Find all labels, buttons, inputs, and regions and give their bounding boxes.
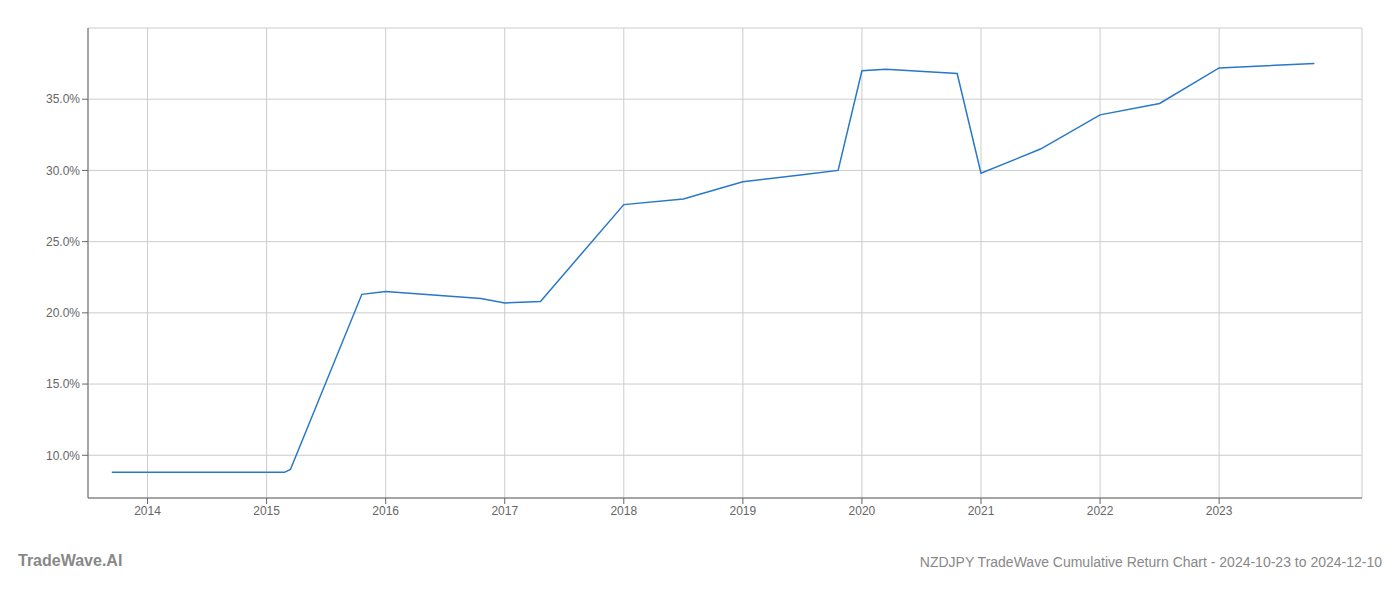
- svg-text:30.0%: 30.0%: [46, 164, 80, 178]
- html-text:TradeWave.AI: TradeWave.AI: [18, 552, 123, 569]
- svg-text:2015: 2015: [253, 504, 280, 518]
- svg-text:2022: 2022: [1087, 504, 1114, 518]
- svg-text:2020: 2020: [849, 504, 876, 518]
- svg-text:35.0%: 35.0%: [46, 92, 80, 106]
- svg-text:2019: 2019: [730, 504, 757, 518]
- svg-text:25.0%: 25.0%: [46, 235, 80, 249]
- svg-text:2017: 2017: [491, 504, 518, 518]
- svg-text:2014: 2014: [134, 504, 161, 518]
- svg-text:10.0%: 10.0%: [46, 449, 80, 463]
- svg-text:2016: 2016: [372, 504, 399, 518]
- html-text:NZDJPY TradeWave Cumulative Re: NZDJPY TradeWave Cumulative Return Chart…: [919, 554, 1382, 570]
- svg-text:2023: 2023: [1206, 504, 1233, 518]
- svg-text:15.0%: 15.0%: [46, 377, 80, 391]
- svg-text:2018: 2018: [610, 504, 637, 518]
- svg-text:20.0%: 20.0%: [46, 306, 80, 320]
- svg-text:2021: 2021: [968, 504, 995, 518]
